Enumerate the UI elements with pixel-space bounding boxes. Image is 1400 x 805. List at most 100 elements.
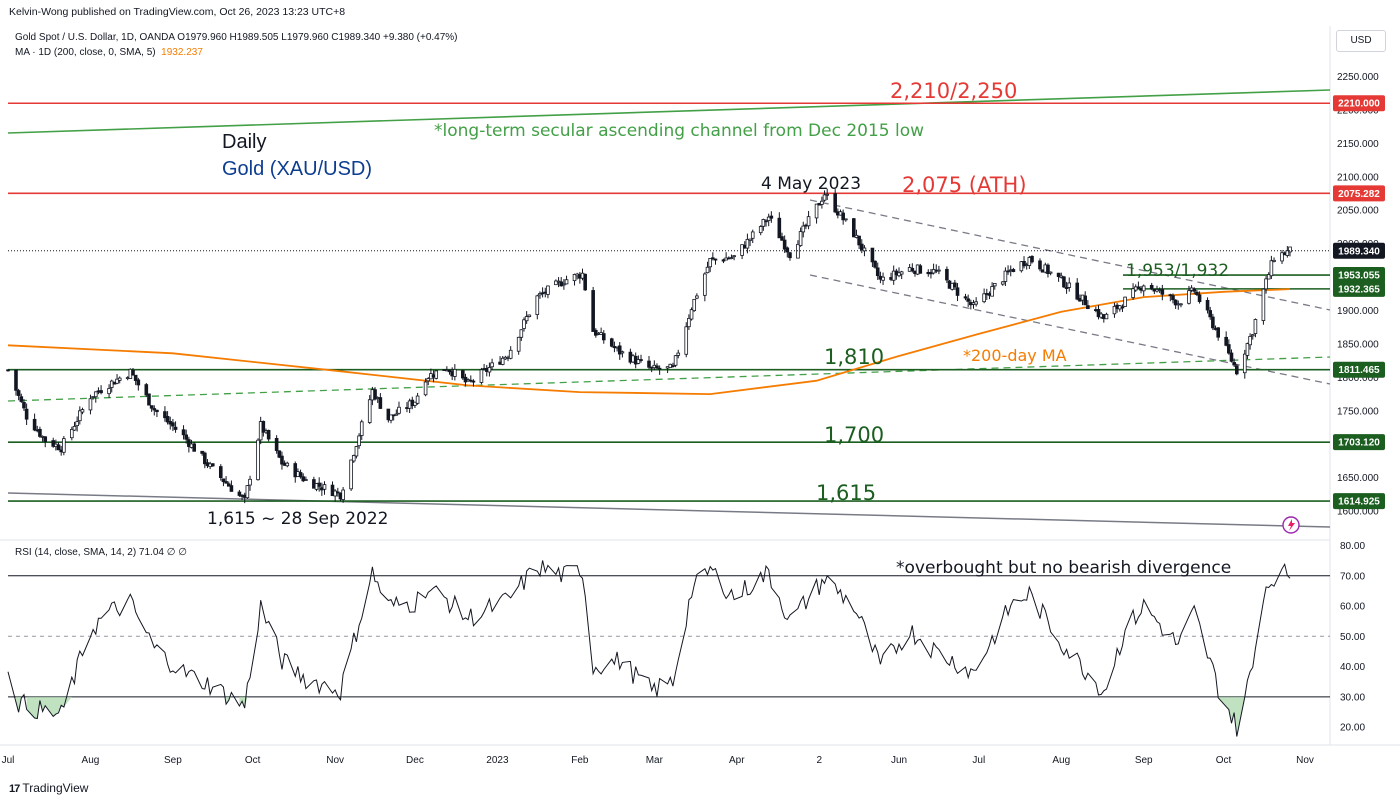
candle[interactable] [764,219,768,227]
candle[interactable] [713,258,718,265]
candle[interactable] [72,421,77,431]
candle[interactable] [266,429,271,442]
candle[interactable] [386,408,391,423]
candle[interactable] [285,461,290,468]
candle[interactable] [471,379,476,387]
candle[interactable] [75,416,79,432]
candle[interactable] [277,450,282,459]
candle[interactable] [1216,327,1220,341]
candle[interactable] [51,437,56,448]
candle[interactable] [1086,300,1090,310]
candle[interactable] [1227,339,1231,355]
candle[interactable] [705,261,710,274]
candle[interactable] [982,288,986,304]
candle[interactable] [721,258,726,264]
candle[interactable] [647,356,651,370]
candle[interactable] [745,233,750,254]
candle[interactable] [1038,258,1042,272]
candle[interactable] [1208,306,1213,320]
candle[interactable] [19,393,24,403]
ascending-support-dashed-line[interactable] [7,356,1331,402]
candle[interactable] [155,409,159,418]
candle[interactable] [490,358,494,371]
candle[interactable] [1266,272,1271,280]
candle[interactable] [192,441,196,452]
downtrend-upper-line[interactable] [809,199,1331,311]
candle[interactable] [1205,297,1210,314]
candle[interactable] [415,392,420,405]
candle[interactable] [1280,250,1284,264]
candle[interactable] [881,272,885,285]
candle[interactable] [317,477,321,492]
candle[interactable] [953,279,957,291]
candle[interactable] [349,459,353,491]
candle[interactable] [245,485,250,499]
candle[interactable] [280,451,284,470]
candle[interactable] [1171,293,1175,304]
candle[interactable] [1131,283,1135,300]
candle[interactable] [133,374,138,386]
footer-brand[interactable]: 17 TradingView [9,781,88,795]
candle[interactable] [1261,288,1266,325]
candle[interactable] [859,239,864,254]
candle[interactable] [822,190,827,202]
candle[interactable] [152,405,157,416]
rsi-legend[interactable]: RSI (14, close, SMA, 14, 2) 71.04 ∅ ∅ [15,547,187,558]
candle[interactable] [758,225,763,236]
candle[interactable] [1123,296,1127,307]
candle[interactable] [330,481,335,497]
candle[interactable] [873,260,877,269]
downtrend-lower-line[interactable] [809,274,1331,385]
candle[interactable] [1133,284,1138,292]
candle[interactable] [1006,265,1010,275]
candle[interactable] [453,364,457,381]
candle[interactable] [80,407,85,415]
candle[interactable] [695,293,699,300]
candle[interactable] [93,391,98,403]
candle[interactable] [875,262,880,280]
candle[interactable] [671,362,675,368]
candle[interactable] [173,421,178,433]
candle[interactable] [203,451,207,469]
symbol-legend[interactable]: Gold Spot / U.S. Dollar, 1D, OANDA O1979… [15,32,458,43]
candle[interactable] [841,209,845,225]
candle[interactable] [554,279,558,286]
time-axis[interactable]: Jul Aug Sep Oct Nov Dec 2023 Feb Mar Apr 2 Jun Jul Au… [2,755,1314,766]
candle[interactable] [1149,282,1154,291]
candle[interactable] [729,254,734,260]
candle[interactable] [1224,331,1228,347]
candle[interactable] [1232,358,1236,368]
candle[interactable] [434,370,439,380]
candle[interactable] [147,393,151,406]
candle[interactable] [1242,349,1247,379]
candle[interactable] [1096,305,1101,320]
candle[interactable] [711,252,715,261]
candle[interactable] [163,406,167,422]
candle[interactable] [1211,313,1215,331]
candle[interactable] [992,282,997,290]
candle[interactable] [782,235,787,253]
candle[interactable] [447,369,452,375]
candle[interactable] [389,414,393,424]
candle[interactable] [200,450,204,456]
candle[interactable] [373,387,377,401]
candle[interactable] [508,346,513,360]
candle[interactable] [788,251,792,261]
candle[interactable] [131,367,135,376]
candle[interactable] [862,245,867,257]
candle[interactable] [689,307,694,321]
candle[interactable] [304,476,308,481]
candle[interactable] [601,330,606,344]
candle[interactable] [1062,275,1066,289]
candle[interactable] [1179,303,1183,308]
ma-legend[interactable]: MA · 1D (200, close, 0, SMA, 5) 1932.237 [15,47,203,58]
candle[interactable] [1288,246,1292,257]
candle[interactable] [1083,291,1087,306]
candle[interactable] [963,293,968,301]
candle[interactable] [1250,333,1255,340]
candle[interactable] [1160,284,1165,301]
candle[interactable] [1245,342,1250,360]
candle[interactable] [261,420,266,437]
candle[interactable] [748,238,752,247]
ascending-channel-line[interactable] [7,89,1331,134]
